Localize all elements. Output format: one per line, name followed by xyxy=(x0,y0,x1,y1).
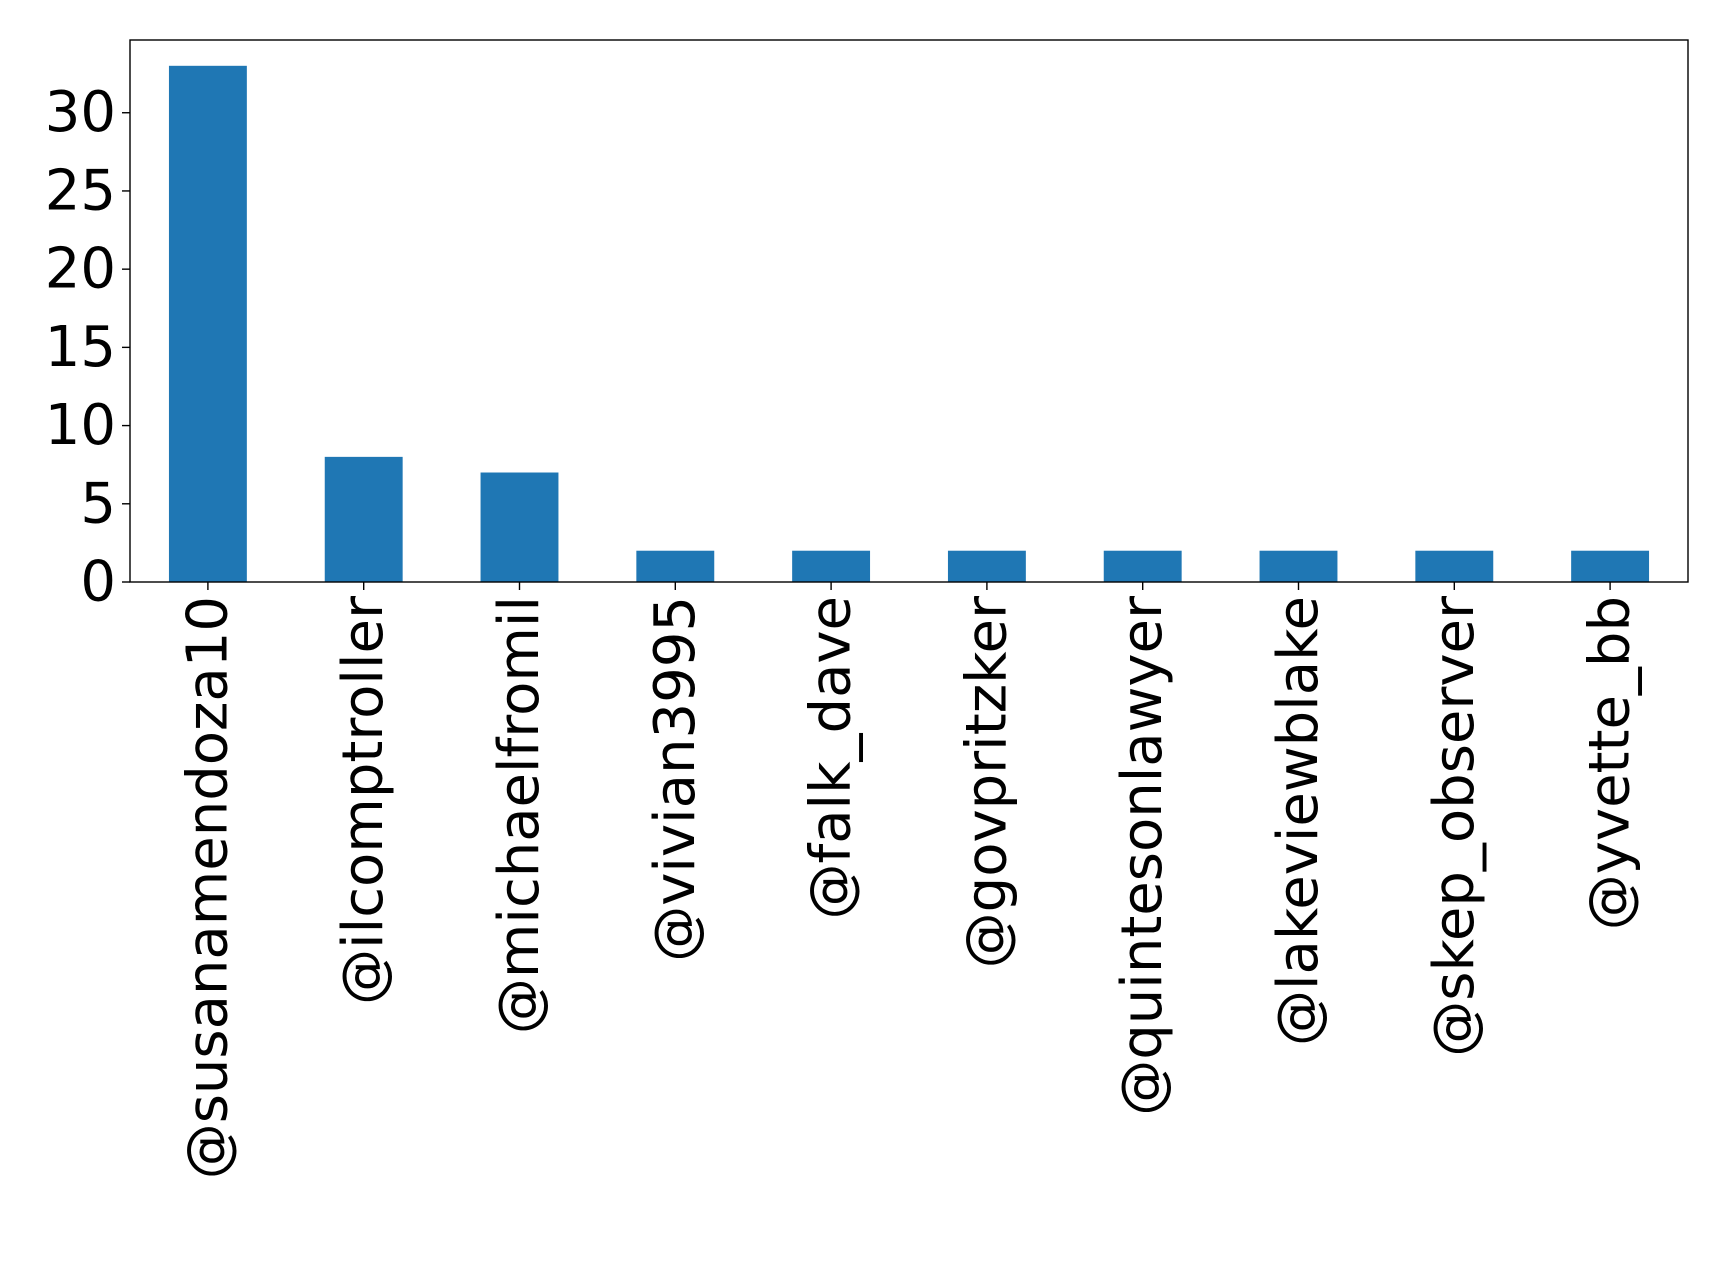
y-tick-label: 5 xyxy=(80,471,116,536)
y-tick-label: 0 xyxy=(80,550,116,615)
x-tick-label: @michaelfromil xyxy=(487,596,552,1034)
y-tick-label: 10 xyxy=(45,393,116,458)
x-tick-label: @yvette_bb xyxy=(1578,596,1643,930)
y-tick-label: 30 xyxy=(45,80,116,145)
bar-lakeviewblake xyxy=(1259,550,1338,582)
x-tick-label: @quintesonlawyer xyxy=(1110,595,1175,1116)
bars-group xyxy=(168,65,1650,583)
y-axis: 0 5 10 15 20 25 30 xyxy=(45,80,130,615)
y-tick-label: 20 xyxy=(45,237,116,302)
bar-susanamendoza10 xyxy=(168,65,247,583)
bar-yvette-bb xyxy=(1571,550,1650,582)
bar-govpritzker xyxy=(947,550,1026,582)
x-tick-label: @govpritzker xyxy=(954,595,1019,968)
x-tick-label: @ilcomptroller xyxy=(331,595,396,1005)
bar-michaelfromil xyxy=(480,472,559,582)
y-tick-label: 25 xyxy=(45,158,116,223)
bar-falk-dave xyxy=(792,550,871,582)
x-tick-label: @falk_dave xyxy=(799,596,864,919)
x-tick-label: @vivian3995 xyxy=(643,596,708,962)
plot-frame xyxy=(129,39,1689,583)
bar-vivian3995 xyxy=(636,550,715,582)
bar-skep-observer xyxy=(1415,550,1494,582)
x-tick-label: @susanamendoza10 xyxy=(175,596,240,1179)
y-tick-label: 15 xyxy=(45,315,116,380)
x-tick-label: @skep_observer xyxy=(1422,595,1487,1057)
bar-ilcomptroller xyxy=(324,456,403,582)
bar-quintesonlawyer xyxy=(1103,550,1182,582)
x-tick-label: @lakeviewblake xyxy=(1266,596,1331,1046)
x-axis: @susanamendoza10 @ilcomptroller @michaelfr… xyxy=(175,582,1643,1179)
